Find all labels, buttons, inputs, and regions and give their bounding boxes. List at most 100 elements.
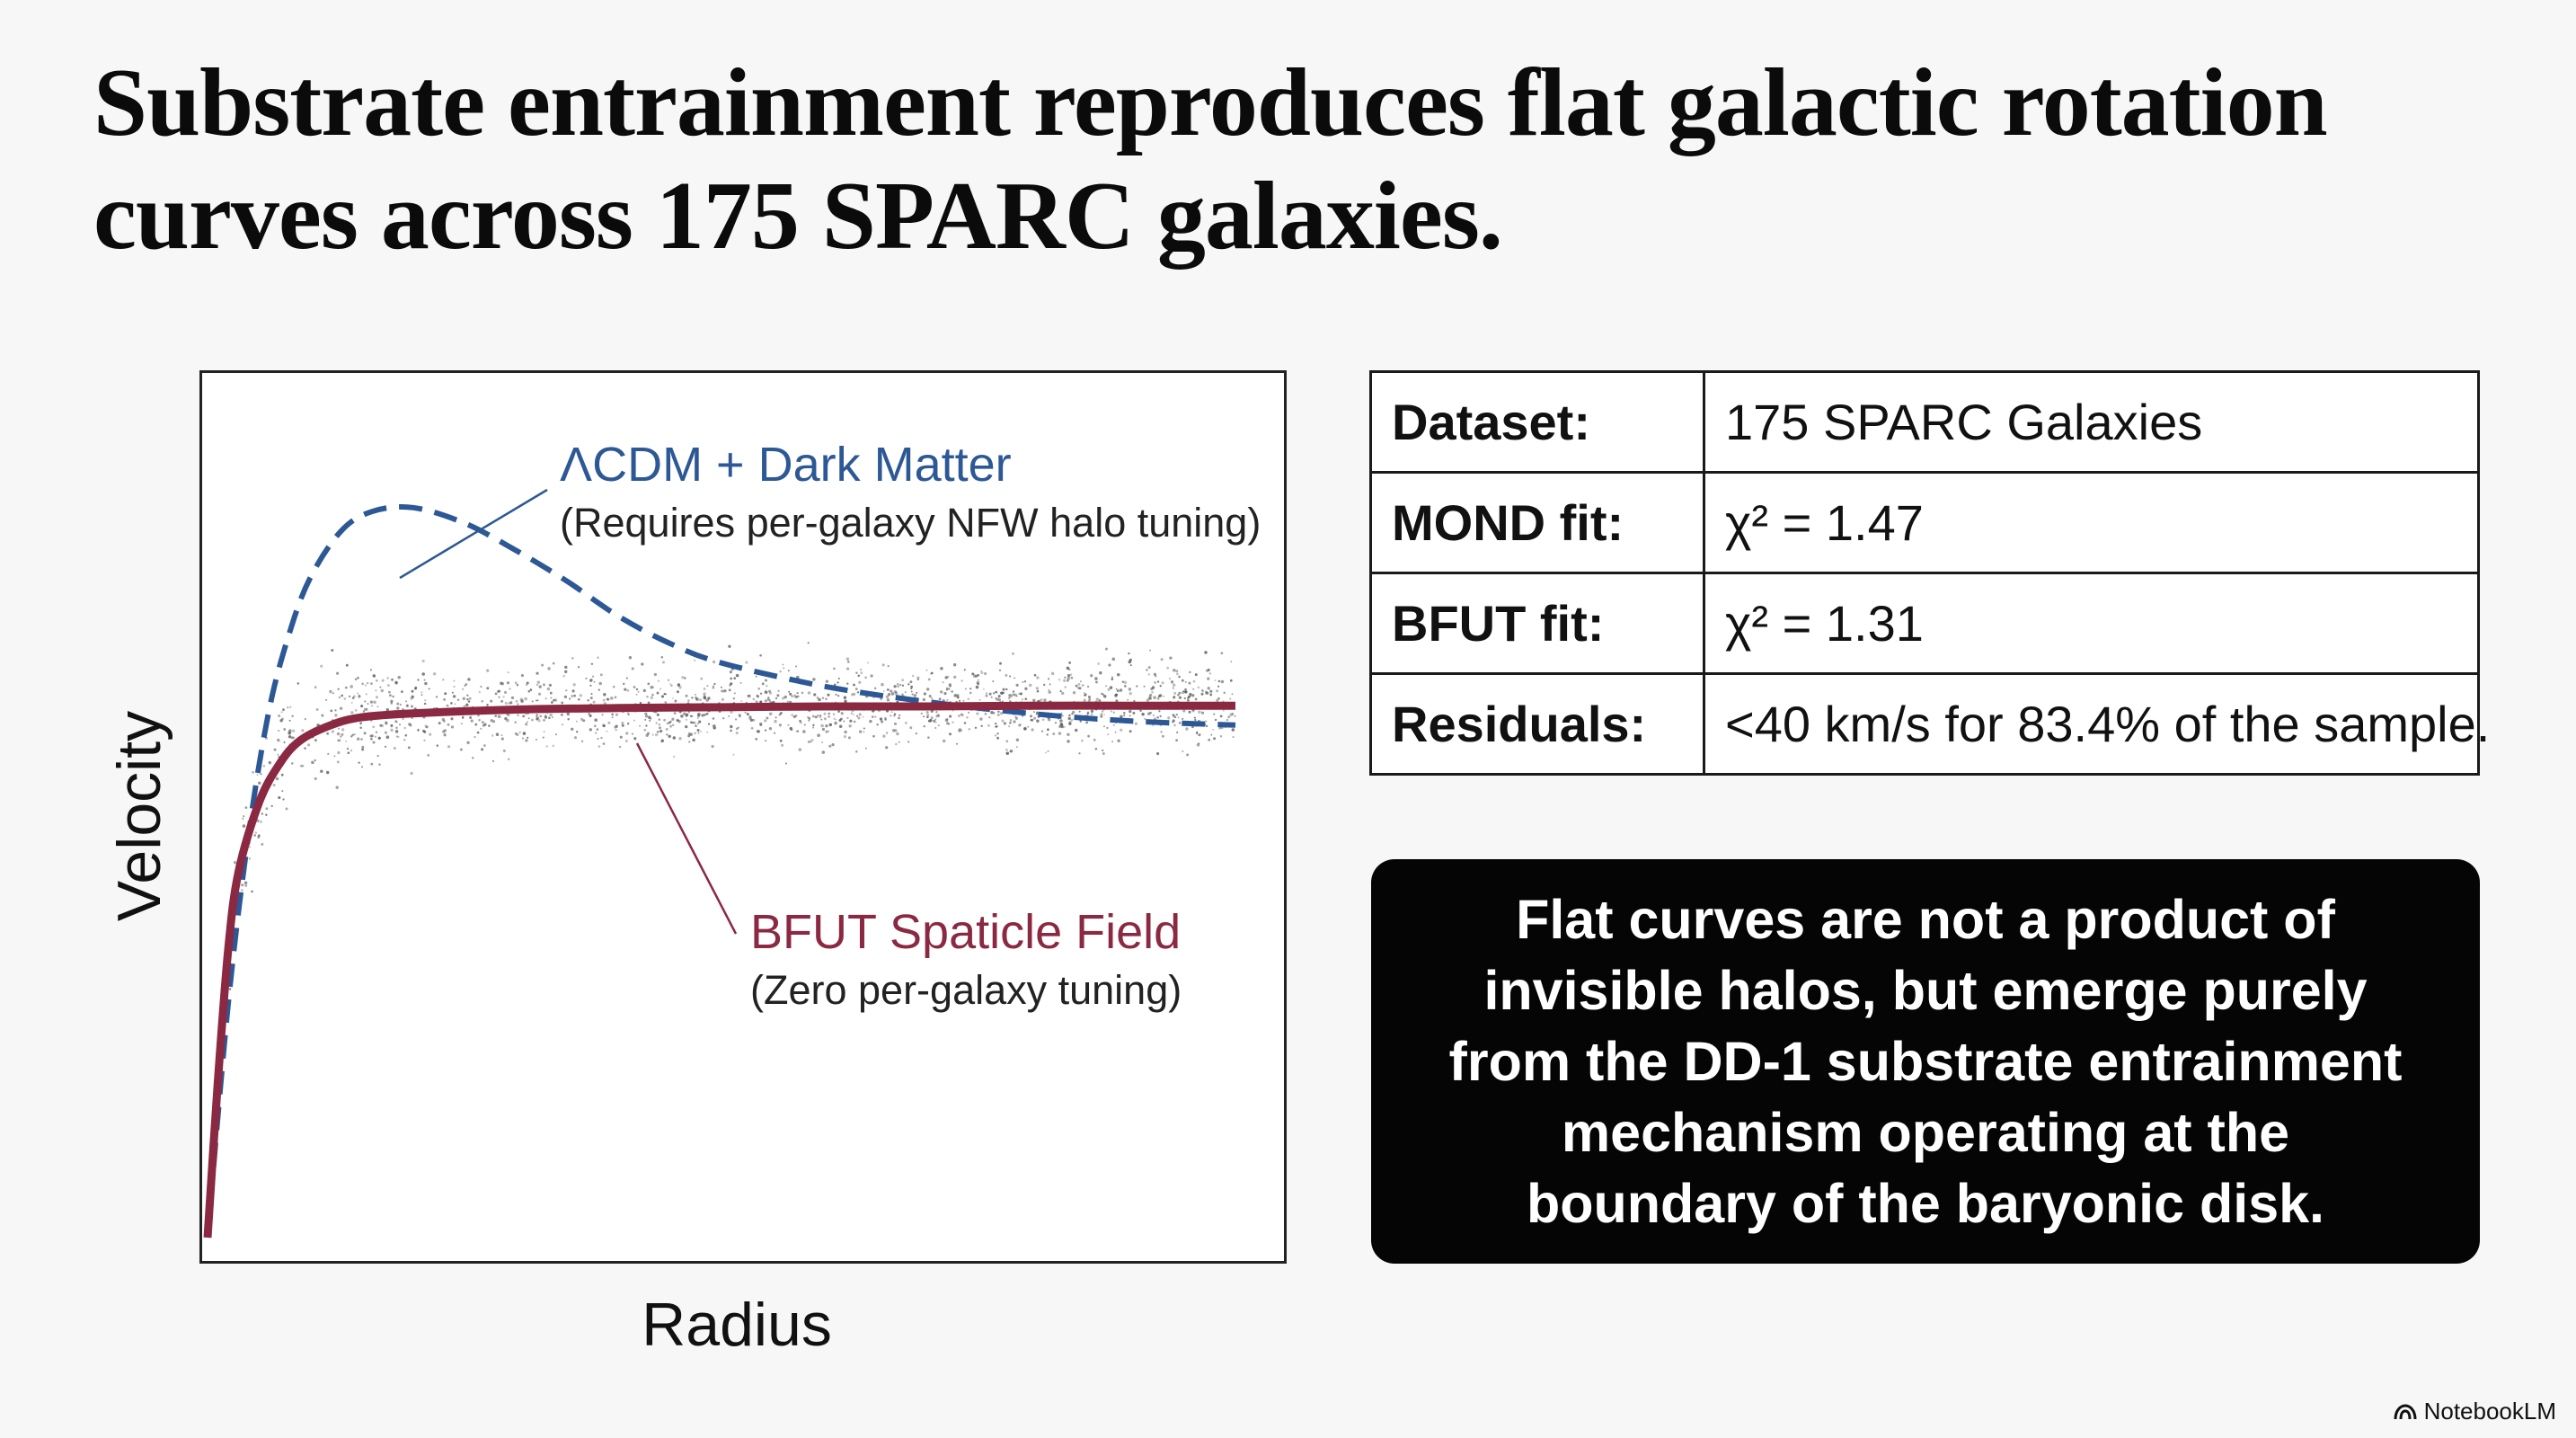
scatter-point: [1111, 741, 1114, 743]
scatter-point: [292, 736, 296, 739]
scatter-point: [766, 697, 770, 702]
scatter-point: [379, 723, 383, 727]
scatter-point: [745, 661, 748, 664]
scatter-point: [687, 734, 691, 738]
scatter-point: [985, 694, 988, 697]
scatter-point: [669, 724, 673, 728]
scatter-point: [909, 726, 913, 730]
scatter-point: [1210, 733, 1213, 736]
scatter-point: [659, 729, 663, 733]
scatter-point: [1022, 680, 1024, 683]
scatter-point: [988, 692, 992, 696]
scatter-point: [960, 713, 963, 716]
scatter-point: [880, 697, 883, 701]
scatter-point: [506, 718, 509, 723]
scatter-point: [1177, 716, 1180, 719]
scatter-point: [935, 711, 938, 714]
scatter-point: [1153, 672, 1156, 676]
scatter-point: [692, 738, 695, 742]
scatter-point: [1198, 710, 1201, 714]
scatter-point: [663, 693, 666, 696]
scatter-point: [827, 693, 830, 697]
scatter-point: [658, 723, 661, 726]
scatter-point: [600, 736, 603, 740]
scatter-point: [333, 755, 336, 758]
scatter-point: [256, 774, 259, 776]
scatter-point: [582, 719, 586, 723]
scatter-point: [1093, 738, 1096, 741]
scatter-point: [519, 697, 524, 702]
scatter-point: [375, 731, 377, 733]
scatter-point: [364, 684, 367, 687]
scatter-point: [1209, 693, 1213, 697]
scatter-point: [395, 726, 398, 730]
scatter-point: [625, 677, 628, 679]
scatter-point: [847, 736, 851, 740]
scatter-point: [1045, 751, 1047, 754]
scatter-point: [1200, 688, 1204, 692]
scatter-point: [386, 684, 390, 688]
scatter-point: [894, 691, 898, 694]
scatter-point: [1229, 697, 1232, 700]
scatter-point: [1033, 716, 1037, 720]
scatter-point: [845, 667, 850, 670]
scatter-point: [549, 691, 553, 695]
scatter-point: [928, 695, 932, 698]
scatter-point: [374, 735, 376, 738]
scatter-point: [392, 695, 394, 698]
scatter-point: [517, 703, 519, 706]
scatter-point: [1157, 696, 1160, 697]
scatter-point: [779, 670, 782, 673]
scatter-point: [1104, 647, 1108, 651]
scatter-point: [1019, 692, 1022, 696]
scatter-point: [1184, 690, 1188, 694]
scatter-point: [498, 696, 500, 698]
scatter-point: [695, 724, 697, 728]
scatter-point: [565, 689, 568, 692]
scatter-point: [494, 692, 498, 696]
scatter-point: [948, 732, 952, 736]
scatter-point: [291, 762, 294, 765]
scatter-point: [340, 735, 342, 738]
table-value-cell: χ² = 1.31: [1703, 572, 2480, 675]
scatter-point: [768, 698, 772, 702]
scatter-point: [1207, 687, 1210, 690]
scatter-point: [1066, 666, 1070, 670]
scatter-point: [589, 728, 592, 732]
scatter-point: [1087, 695, 1091, 698]
scatter-point: [1123, 712, 1126, 715]
scatter-point: [602, 724, 606, 728]
scatter-point: [695, 696, 697, 699]
scatter-point: [370, 734, 374, 738]
scatter-point: [486, 669, 490, 672]
scatter-point: [665, 727, 668, 731]
scatter-point: [518, 731, 521, 733]
scatter-point: [1043, 683, 1046, 687]
scatter-point: [766, 716, 769, 720]
scatter-point: [615, 724, 618, 728]
scatter-point: [663, 718, 666, 722]
scatter-point: [350, 735, 353, 738]
scatter-point: [1139, 709, 1142, 713]
scatter-point: [1002, 688, 1005, 691]
scatter-point: [1100, 715, 1103, 718]
scatter-point: [828, 744, 832, 748]
scatter-point: [504, 716, 508, 721]
scatter-point: [553, 698, 556, 702]
scatter-point: [242, 824, 246, 828]
scatter-point: [996, 725, 998, 728]
scatter-point: [779, 712, 783, 715]
scatter-point: [394, 730, 399, 733]
scatter-point: [280, 773, 284, 777]
scatter-point: [713, 682, 716, 686]
scatter-point: [823, 717, 827, 721]
scatter-point: [707, 723, 711, 725]
scatter-point: [1154, 680, 1157, 684]
scatter-point: [893, 685, 897, 688]
scatter-point: [1005, 740, 1009, 743]
scatter-point: [819, 715, 822, 719]
scatter-point: [1018, 723, 1022, 727]
scatter-point: [1129, 715, 1131, 717]
scatter-point: [775, 716, 777, 719]
scatter-point: [1183, 697, 1186, 700]
